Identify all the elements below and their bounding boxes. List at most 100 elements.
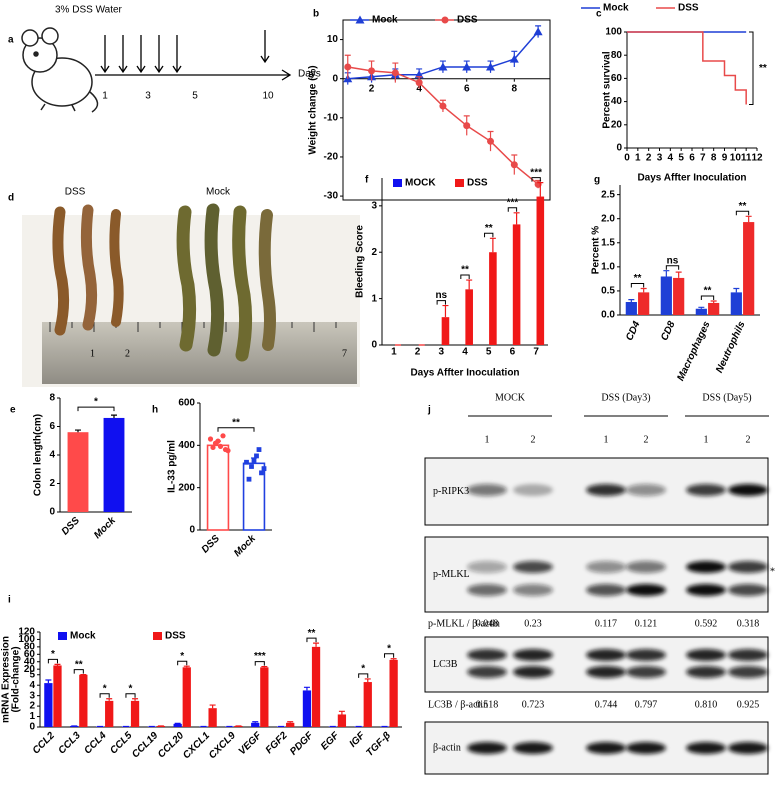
dose-arrows [95, 30, 292, 81]
y-tick-label: 6 [49, 421, 55, 432]
data-point [246, 476, 252, 482]
x-tick-label: 3 [657, 153, 663, 164]
y-tick-label: 1.0 [601, 261, 615, 272]
y-tick-label: 8 [49, 393, 55, 404]
lane-label: 2 [746, 434, 751, 445]
bar [743, 222, 755, 315]
legend-swatch [455, 179, 464, 187]
x-tick-label: 7 [533, 347, 539, 358]
marker [509, 54, 519, 63]
x-tick-label: Mock [92, 515, 118, 541]
x-tick-label: 4 [416, 83, 422, 94]
significance-bracket [177, 660, 188, 666]
survival-line [627, 31, 747, 105]
y-tick-label: 0 [189, 525, 195, 536]
y-tick-label: 0 [371, 340, 377, 351]
blot-band [586, 561, 626, 573]
mouse-icon [21, 27, 99, 113]
blot-band [467, 484, 507, 496]
legend-swatch [393, 179, 402, 187]
error-bar [174, 722, 181, 724]
x-tick-label: 2 [646, 153, 652, 164]
y-tick-label: 0.5 [601, 286, 615, 297]
data-point [215, 438, 221, 444]
error-bar [745, 215, 752, 223]
lane-label: 1 [485, 434, 490, 445]
blot-band [728, 561, 768, 573]
blot-band [686, 649, 726, 661]
significance-bracket [484, 232, 494, 238]
error-bar [338, 710, 345, 715]
y-tick-label: 0 [29, 722, 35, 733]
error-bar [75, 429, 81, 433]
significance-label: * [129, 683, 133, 694]
y-tick-label: 2.5 [601, 189, 615, 200]
y-axis-label: (Fold-change) [11, 646, 22, 712]
marker [391, 69, 399, 77]
x-tick-label: 8 [711, 153, 717, 164]
x-tick-label: 5 [486, 347, 492, 358]
significance-bracket [531, 177, 541, 182]
y-axis-label: Percent survival [602, 51, 613, 128]
bar [638, 292, 650, 315]
y-tick-label: 60 [611, 73, 623, 84]
error-bar [313, 642, 320, 647]
blot-band [686, 584, 726, 596]
blot-band [586, 584, 626, 596]
x-tick-label: FGF2 [264, 730, 290, 756]
y-tick-label: 60 [24, 649, 36, 660]
blot-band [728, 649, 768, 661]
legend-swatch [58, 632, 67, 640]
y-tick-label: 0.0 [601, 310, 615, 321]
significance-label: *** [530, 167, 542, 178]
ruler [42, 322, 357, 384]
bar [660, 276, 672, 315]
data-point [220, 433, 226, 439]
panel-label: e [10, 405, 16, 416]
panel-label: c [596, 9, 602, 20]
protein-label: β-actin [433, 742, 461, 753]
error-bar [663, 270, 670, 277]
error-bar [364, 678, 371, 683]
marker [368, 67, 376, 75]
y-tick-label: 10 [327, 34, 339, 45]
x-tick-label: DSS [200, 533, 223, 556]
protein-label: LC3B [433, 659, 458, 670]
error-bar [733, 287, 740, 293]
y-tick-label: 40 [24, 656, 36, 667]
x-tick-label: 9 [722, 153, 728, 164]
y-tick-label: -10 [324, 112, 339, 123]
lane-label: 1 [604, 434, 609, 445]
significance-label: ns [667, 255, 679, 266]
x-tick-label: Mock [232, 533, 258, 559]
y-tick-label: 2.0 [601, 213, 615, 224]
bar [441, 317, 450, 345]
error-bar [132, 698, 139, 701]
x-tick-label: TGF-β [364, 730, 393, 759]
y-tick-label: 2 [371, 247, 377, 258]
x-tick-label: 6 [510, 347, 516, 358]
ratio-value: 0.744 [595, 699, 618, 710]
significance-bracket [217, 427, 255, 432]
bar [251, 722, 260, 727]
y-tick-label: 120 [18, 627, 35, 638]
y-tick-label: 80 [611, 50, 623, 61]
panel-label: b [313, 9, 319, 20]
x-tick-label: 5 [678, 153, 684, 164]
line [347, 66, 539, 185]
significance-bracket [735, 210, 750, 216]
significance-bracket [630, 283, 645, 288]
blot-band [728, 584, 768, 596]
blot-band [686, 742, 726, 754]
bar [286, 722, 295, 727]
error-bar [442, 304, 449, 318]
y-tick-label: 2 [49, 478, 55, 489]
data-point [210, 444, 216, 451]
day-label: 10 [262, 91, 274, 102]
bar [695, 308, 707, 315]
significance-label: * [180, 651, 184, 662]
x-tick-label: CCL2 [31, 730, 58, 757]
significance-bracket [125, 693, 136, 698]
error-bar [390, 658, 397, 660]
error-bar [183, 665, 190, 668]
